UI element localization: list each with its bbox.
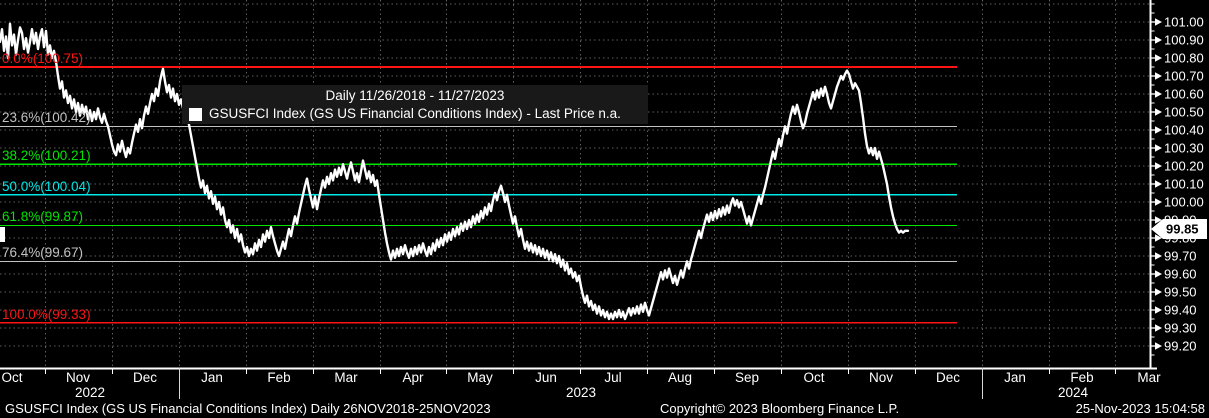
y-axis-tick-arrow-icon [1155, 216, 1162, 224]
x-axis-month-label: Feb [267, 370, 291, 385]
x-axis-month-label: Oct [803, 370, 825, 385]
x-axis-month-label: Jan [1004, 370, 1026, 385]
footer-instrument-label: GSUSFCI Index (GS US Financial Condition… [5, 401, 491, 416]
last-price-tag-value: 99.85 [1166, 222, 1199, 237]
series-label: GSUSFCI Index (GS US Financial Condition… [209, 106, 621, 121]
y-axis-tick-label: 99.50 [1164, 284, 1197, 300]
y-axis-tick-arrow-icon [1155, 90, 1162, 98]
y-axis-tick-label: 100.60 [1164, 86, 1204, 102]
x-axis-month-label: Oct [1, 370, 23, 385]
x-axis-month-label: Jan [201, 370, 223, 385]
x-axis-year-label: 2022 [74, 385, 106, 400]
y-axis-tick-label: 100.50 [1164, 104, 1204, 120]
fib-level-label[interactable]: 23.6%(100.42) [2, 110, 91, 126]
y-axis-tick-arrow-icon [1155, 270, 1162, 278]
x-axis-month-label: Nov [868, 370, 894, 385]
fib-level-label[interactable]: 100.0%(99.33) [2, 306, 91, 322]
y-axis-tick-arrow-icon [1155, 144, 1162, 152]
x-axis-month-label: May [467, 370, 493, 385]
x-axis-month-label: Nov [65, 370, 91, 385]
fib-level-label[interactable]: 61.8%(99.87) [2, 209, 84, 225]
y-axis-tick-label: 100.90 [1164, 32, 1204, 48]
x-axis-month-label: Apr [402, 370, 424, 385]
y-axis-tick-arrow-icon [1155, 54, 1162, 62]
footer-copyright: Copyright© 2023 Bloomberg Finance L.P. [660, 401, 900, 416]
y-axis-tick-arrow-icon [1155, 234, 1162, 242]
y-axis-tick-label: 100.10 [1164, 176, 1204, 192]
x-axis-month-label: Jul [604, 370, 622, 385]
y-axis-tick-label: 99.90 [1164, 212, 1197, 228]
y-axis-tick-arrow-icon [1155, 36, 1162, 44]
x-axis-month-label: Dec [132, 370, 158, 385]
y-axis-tick-arrow-icon [1155, 252, 1162, 260]
y-axis-tick-arrow-icon [1155, 162, 1162, 170]
footer-bar: GSUSFCI Index (GS US Financial Condition… [0, 399, 1209, 418]
y-axis-tick-label: 99.40 [1164, 302, 1197, 318]
y-axis-tick-arrow-icon [1155, 342, 1162, 350]
y-axis-tick-label: 100.00 [1164, 194, 1204, 210]
fib-level-label[interactable]: 38.2%(100.21) [2, 148, 91, 164]
legend-series-row[interactable]: GSUSFCI Index (GS US Financial Condition… [182, 105, 648, 123]
y-axis-tick-label: 99.80 [1164, 230, 1197, 246]
x-axis-year-label: 2024 [1057, 385, 1089, 400]
y-axis-tick-arrow-icon [1155, 180, 1162, 188]
y-axis-tick-label: 99.20 [1164, 338, 1197, 354]
y-axis-tick-label: 100.40 [1164, 122, 1204, 138]
last-price-tag [1151, 219, 1207, 239]
fib-level-label[interactable]: 0.0%(100.75) [2, 51, 84, 66]
x-axis-month-label: Mar [334, 370, 358, 385]
x-axis-month-label: Feb [1070, 370, 1094, 385]
y-axis-tick-arrow-icon [1155, 324, 1162, 332]
y-axis-tick-arrow-icon [1155, 108, 1162, 116]
fib-drag-handle[interactable] [0, 227, 5, 242]
chart-legend[interactable]: Daily 11/26/2018 - 11/27/2023 GSUSFCI In… [182, 85, 648, 124]
legend-period-label: Daily 11/26/2018 - 11/27/2023 [325, 88, 505, 103]
y-axis-tick-label: 100.70 [1164, 68, 1204, 84]
y-axis-tick-label: 100.80 [1164, 50, 1204, 66]
y-axis-tick-arrow-icon [1155, 288, 1162, 296]
fib-level-label[interactable]: 50.0%(100.04) [2, 178, 91, 194]
y-axis-tick-label: 99.60 [1164, 266, 1197, 282]
y-axis-tick-label: 99.70 [1164, 248, 1197, 264]
x-axis-month-label: Sep [734, 370, 760, 385]
x-axis-month-label: Aug [667, 370, 693, 385]
y-axis-tick-arrow-icon [1155, 72, 1162, 80]
series-swatch-icon [189, 107, 202, 121]
y-axis-tick-label: 101.00 [1164, 14, 1204, 30]
y-axis-tick-label: 99.30 [1164, 320, 1197, 336]
y-axis-tick-arrow-icon [1155, 126, 1162, 134]
y-axis-tick-arrow-icon [1155, 18, 1162, 26]
x-axis-month-label: Jun [535, 370, 557, 385]
x-axis-month-label: Dec [935, 370, 961, 385]
price-chart-plot[interactable]: 99.85 [0, 0, 1209, 400]
x-axis-year-label: 2023 [565, 385, 597, 400]
footer-timestamp: 25-Nov-2023 15:04:58 [1075, 401, 1205, 416]
y-axis-tick-label: 100.30 [1164, 140, 1204, 156]
x-axis-month-label: Mar [1137, 370, 1161, 385]
y-axis-tick-arrow-icon [1155, 306, 1162, 314]
y-axis-tick-label: 100.20 [1164, 158, 1204, 174]
price-line [0, 22, 910, 321]
y-axis-tick-arrow-icon [1155, 198, 1162, 206]
fib-level-label[interactable]: 76.4%(99.67) [2, 245, 84, 261]
